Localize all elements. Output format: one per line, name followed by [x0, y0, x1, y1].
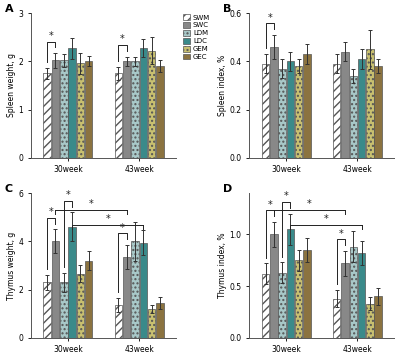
Text: D: D [223, 184, 232, 194]
Text: *: * [338, 229, 343, 239]
Bar [44, 73, 51, 158]
Text: *: * [120, 223, 125, 233]
Bar [115, 305, 122, 338]
Bar [374, 66, 382, 158]
Bar [303, 54, 311, 158]
Text: C: C [5, 184, 13, 194]
Bar [333, 298, 340, 338]
Y-axis label: Spleen index, %: Spleen index, % [218, 55, 227, 116]
Bar [287, 61, 294, 158]
Bar [68, 48, 76, 158]
Legend: SWM, SWC, LDM, LDC, GEM, GEC: SWM, SWC, LDM, LDC, GEM, GEC [182, 14, 211, 61]
Text: A: A [5, 4, 14, 14]
Bar [374, 297, 382, 338]
Text: *: * [267, 200, 272, 210]
Bar [140, 48, 147, 158]
Bar [366, 49, 374, 158]
Text: *: * [307, 199, 312, 209]
Bar [52, 241, 59, 338]
Bar [148, 309, 155, 338]
Bar [85, 61, 92, 158]
Bar [131, 241, 139, 338]
Bar [77, 274, 84, 338]
Text: *: * [105, 214, 110, 224]
Bar [350, 247, 357, 338]
Bar [262, 64, 269, 158]
Bar [333, 64, 340, 158]
Bar [295, 260, 302, 338]
Bar [115, 73, 122, 158]
Bar [77, 63, 84, 158]
Text: *: * [49, 207, 54, 217]
Bar [270, 47, 278, 158]
Bar [278, 69, 286, 158]
Bar [44, 282, 51, 338]
Text: *: * [89, 199, 94, 209]
Bar [366, 304, 374, 338]
Y-axis label: Spleen weight, g: Spleen weight, g [7, 54, 16, 117]
Bar [156, 303, 164, 338]
Bar [123, 61, 130, 158]
Bar [148, 51, 155, 158]
Bar [278, 273, 286, 338]
Bar [52, 60, 59, 158]
Text: B: B [223, 4, 232, 14]
Text: *: * [49, 31, 54, 41]
Bar [303, 250, 311, 338]
Bar [358, 59, 365, 158]
Bar [60, 282, 68, 338]
Text: *: * [267, 13, 272, 23]
Bar [140, 243, 147, 338]
Text: *: * [324, 214, 328, 224]
Bar [270, 234, 278, 338]
Text: *: * [120, 34, 125, 44]
Bar [358, 253, 365, 338]
Bar [350, 76, 357, 158]
Bar [287, 229, 294, 338]
Y-axis label: Thymus index, %: Thymus index, % [218, 233, 227, 298]
Bar [156, 66, 164, 158]
Y-axis label: Thymus weight, g: Thymus weight, g [7, 231, 16, 300]
Text: *: * [284, 192, 289, 202]
Bar [341, 52, 349, 158]
Bar [68, 227, 76, 338]
Bar [123, 257, 130, 338]
Bar [60, 60, 68, 158]
Text: *: * [66, 190, 70, 200]
Bar [341, 264, 349, 338]
Bar [262, 274, 269, 338]
Bar [85, 261, 92, 338]
Bar [131, 61, 139, 158]
Bar [295, 66, 302, 158]
